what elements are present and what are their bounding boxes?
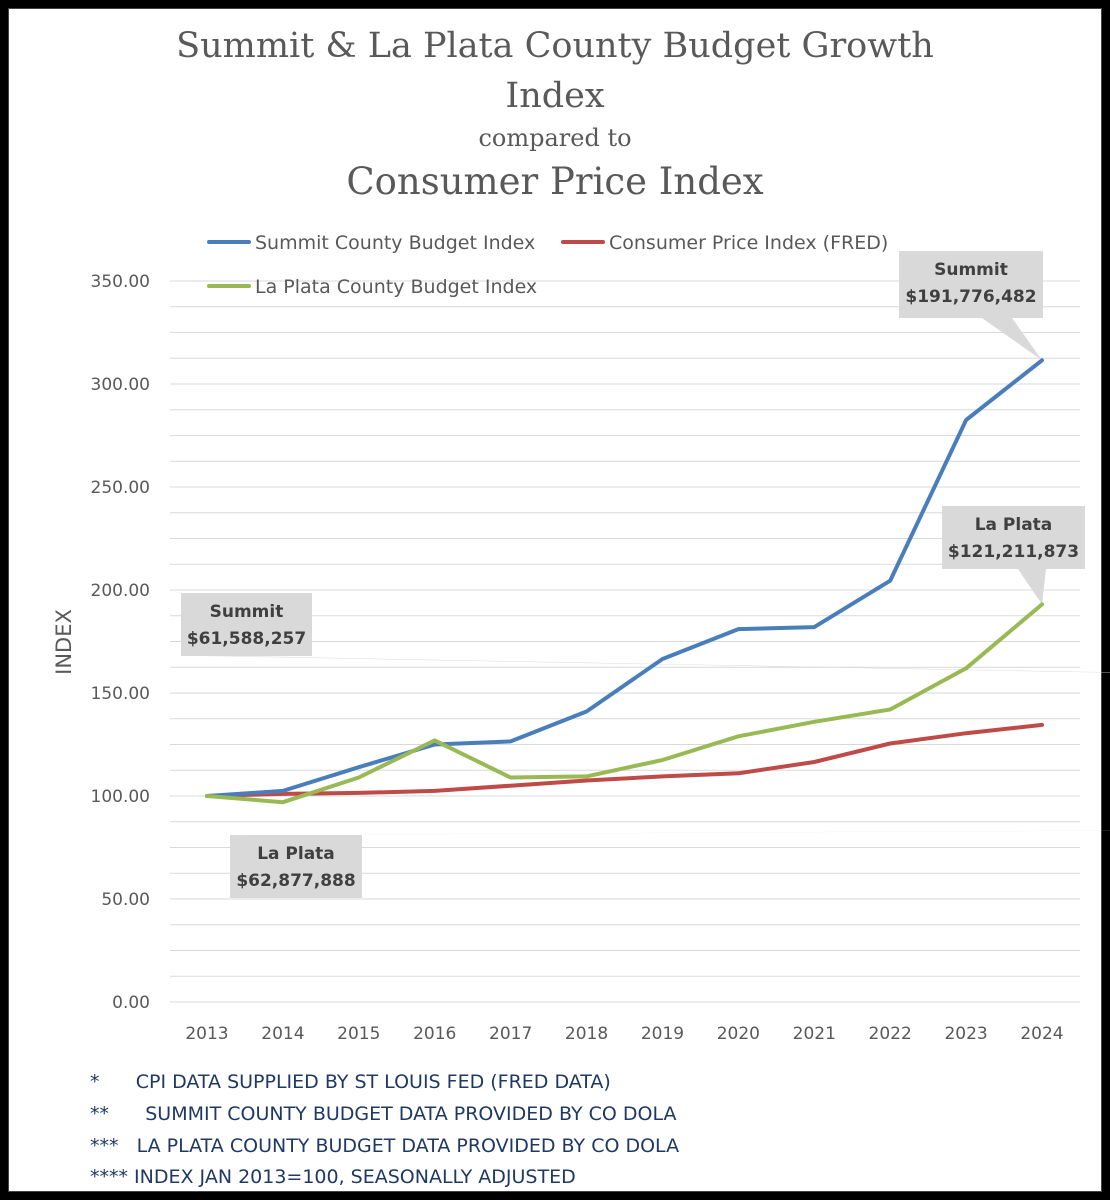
callout-pointer	[1018, 569, 1046, 605]
series-line	[205, 722, 1044, 798]
callout-box	[942, 506, 1085, 569]
y-tick-label: 50.00	[101, 890, 150, 910]
callout-box	[230, 835, 362, 898]
y-tick-label: 350.00	[91, 272, 150, 292]
x-tick-label: 2017	[489, 1024, 532, 1044]
callout-value: $121,211,873	[948, 542, 1079, 562]
y-tick-label: 0.00	[112, 993, 150, 1013]
y-tick-label: 200.00	[91, 581, 150, 601]
x-tick-label: 2014	[261, 1024, 304, 1044]
callout-pointer	[238, 830, 1110, 835]
legend-label: Consumer Price Index (FRED)	[609, 232, 888, 254]
x-tick-label: 2013	[185, 1024, 228, 1044]
chart-subtitle: compared to	[478, 124, 632, 152]
callout-label: La Plata	[257, 844, 335, 864]
callout-value: $191,776,482	[905, 287, 1036, 307]
legend-label: La Plata County Budget Index	[255, 276, 537, 298]
callout-value: $61,588,257	[187, 629, 306, 649]
y-tick-label: 300.00	[91, 375, 150, 395]
x-tick-label: 2024	[1020, 1024, 1063, 1044]
x-tick-label: 2019	[641, 1024, 684, 1044]
footnote-4: **** INDEX JAN 2013=100, SEASONALLY ADJU…	[90, 1166, 576, 1188]
series-line	[205, 602, 1044, 805]
y-tick-label: 150.00	[91, 684, 150, 704]
x-tick-label: 2020	[717, 1024, 760, 1044]
footnote-2: ** SUMMIT COUNTY BUDGET DATA PROVIDED BY…	[90, 1103, 677, 1125]
callout-pointer	[982, 318, 1042, 361]
chart-title-line2: Index	[505, 76, 605, 116]
callout-box	[181, 593, 312, 656]
callout-label: Summit	[210, 602, 284, 622]
y-tick-label: 250.00	[91, 478, 150, 498]
y-axis-label: INDEX	[52, 609, 76, 675]
callout-label: Summit	[934, 260, 1008, 280]
series-line	[205, 358, 1044, 798]
x-tick-label: 2022	[869, 1024, 912, 1044]
x-tick-label: 2021	[793, 1024, 836, 1044]
chart-title-line3: Consumer Price Index	[346, 160, 764, 203]
footnote-3: *** LA PLATA COUNTY BUDGET DATA PROVIDED…	[90, 1135, 680, 1157]
x-tick-label: 2015	[337, 1024, 380, 1044]
x-tick-label: 2016	[413, 1024, 456, 1044]
chart-title-line1: Summit & La Plata County Budget Growth	[176, 26, 934, 66]
y-tick-label: 100.00	[91, 787, 150, 807]
callout-value: $62,877,888	[236, 871, 355, 891]
footnote-1: * CPI DATA SUPPLIED BY ST LOUIS FED (FRE…	[90, 1071, 611, 1093]
legend-label: Summit County Budget Index	[255, 232, 535, 254]
x-tick-label: 2018	[565, 1024, 608, 1044]
callout-label: La Plata	[975, 515, 1053, 535]
callout-box	[899, 251, 1043, 318]
callout-pointer	[205, 656, 1110, 673]
x-tick-label: 2023	[944, 1024, 987, 1044]
